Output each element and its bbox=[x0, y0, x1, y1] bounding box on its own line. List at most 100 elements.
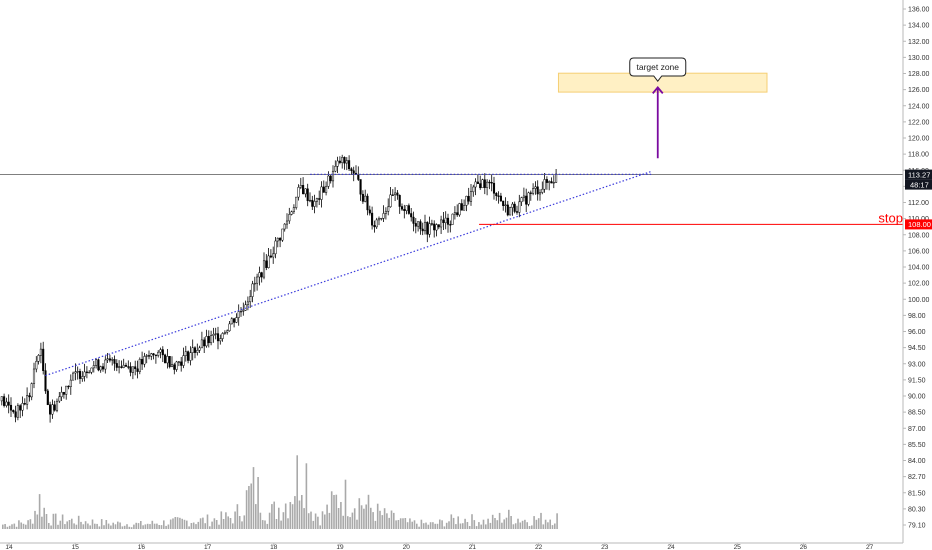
volume-bar bbox=[202, 517, 204, 529]
volume-bar bbox=[264, 520, 266, 529]
volume-bar bbox=[8, 525, 11, 529]
volume-bar bbox=[220, 511, 223, 529]
candle-body bbox=[159, 349, 162, 353]
volume-bar bbox=[190, 523, 193, 529]
candle-body bbox=[285, 220, 289, 225]
volume-bar bbox=[413, 520, 416, 529]
volume-bar bbox=[372, 512, 374, 529]
volume-bar bbox=[395, 520, 397, 529]
candle-body bbox=[262, 260, 266, 278]
volume-bar bbox=[266, 523, 269, 529]
candle-body bbox=[9, 404, 13, 411]
volume-bar bbox=[241, 521, 243, 529]
price-tick-label: 82.70 bbox=[908, 474, 926, 481]
volume-bar bbox=[243, 515, 246, 529]
volume-bar bbox=[344, 479, 347, 529]
candle-body bbox=[145, 355, 148, 357]
candle-body bbox=[322, 186, 325, 193]
price-tick-label: 100.00 bbox=[908, 297, 930, 304]
candle-body bbox=[108, 358, 111, 361]
candle-body bbox=[555, 173, 558, 183]
candle-body bbox=[32, 368, 36, 384]
candle-body bbox=[19, 405, 22, 411]
candle-body bbox=[532, 188, 535, 194]
volume-bar bbox=[41, 516, 43, 529]
candle-body bbox=[433, 223, 436, 231]
candle-body bbox=[200, 339, 203, 349]
target-zone-label: target zone bbox=[636, 62, 679, 72]
candle-body bbox=[78, 371, 82, 379]
candle-body bbox=[474, 181, 477, 188]
candle-body bbox=[44, 370, 47, 392]
candle-body bbox=[14, 411, 17, 418]
candle-body bbox=[276, 237, 279, 242]
volume-bar bbox=[225, 512, 227, 529]
volume-bar bbox=[149, 524, 151, 529]
volume-bar bbox=[427, 524, 430, 529]
candle-body bbox=[90, 367, 93, 373]
candle-body bbox=[16, 405, 19, 418]
candle-body bbox=[143, 356, 146, 365]
candle-body bbox=[377, 218, 381, 221]
volume-bar bbox=[15, 526, 18, 529]
candle-body bbox=[515, 211, 519, 213]
candle-body bbox=[419, 221, 422, 230]
volume-bar bbox=[365, 504, 367, 529]
price-axis-ticks[interactable]: 136.00 134.00 132.00 130.00 128.00 126.00 124.… bbox=[903, 7, 930, 530]
volume-bar bbox=[156, 523, 158, 529]
time-tick-label: 22 bbox=[535, 544, 543, 550]
candle-body bbox=[449, 224, 452, 226]
candle-body bbox=[187, 351, 190, 361]
volume-bar bbox=[420, 519, 423, 529]
candle-body bbox=[451, 213, 454, 225]
volume-bar bbox=[291, 504, 294, 529]
volume-bar bbox=[211, 521, 213, 529]
candle-body bbox=[69, 379, 72, 387]
candle-body bbox=[53, 404, 56, 411]
candle-body bbox=[543, 179, 546, 190]
volume-bar bbox=[252, 467, 255, 529]
volume-bar bbox=[326, 504, 328, 529]
volume-bar bbox=[144, 524, 147, 529]
volume-bar bbox=[487, 518, 489, 529]
candle-body bbox=[308, 199, 312, 202]
candle-body bbox=[550, 181, 553, 184]
candle-body bbox=[122, 364, 125, 368]
volume-bar bbox=[199, 518, 202, 529]
candle-body bbox=[417, 221, 420, 227]
target-arrow-head[interactable] bbox=[652, 85, 664, 94]
volume-bar bbox=[425, 522, 427, 529]
ascending-trendline[interactable] bbox=[45, 170, 652, 377]
volume-bar bbox=[471, 514, 473, 529]
candle-body bbox=[166, 356, 169, 364]
volume-bar bbox=[376, 503, 379, 529]
time-axis-ticks[interactable]: 14 15 16 17 18 19 20 21 22 23 24 25 26 27 bbox=[5, 543, 874, 550]
volume-bar bbox=[549, 519, 551, 529]
volume-bar bbox=[13, 523, 16, 529]
candle-body bbox=[327, 175, 330, 187]
candle-body bbox=[196, 350, 199, 353]
volume-bar bbox=[397, 520, 400, 529]
candle-body bbox=[212, 334, 215, 336]
candle-body bbox=[256, 276, 259, 284]
volume-bar bbox=[57, 524, 59, 529]
current-price-value: 113.27 bbox=[908, 170, 930, 179]
candle-body bbox=[518, 201, 521, 213]
candle-body bbox=[37, 355, 40, 362]
volume-bar bbox=[321, 511, 324, 529]
volume-bar bbox=[151, 520, 154, 529]
volume-bar bbox=[71, 518, 73, 529]
target-callout-bubble[interactable] bbox=[629, 57, 687, 83]
candle-body bbox=[469, 191, 473, 202]
volume-bar bbox=[307, 513, 310, 529]
candle-body bbox=[58, 396, 61, 402]
volume-bar bbox=[218, 524, 220, 529]
time-tick-label: 18 bbox=[270, 544, 278, 550]
time-tick-label: 16 bbox=[138, 544, 146, 550]
volume-bar bbox=[123, 525, 126, 529]
volume-bar bbox=[20, 522, 22, 529]
candle-body bbox=[456, 212, 459, 216]
candle-body bbox=[405, 205, 408, 211]
